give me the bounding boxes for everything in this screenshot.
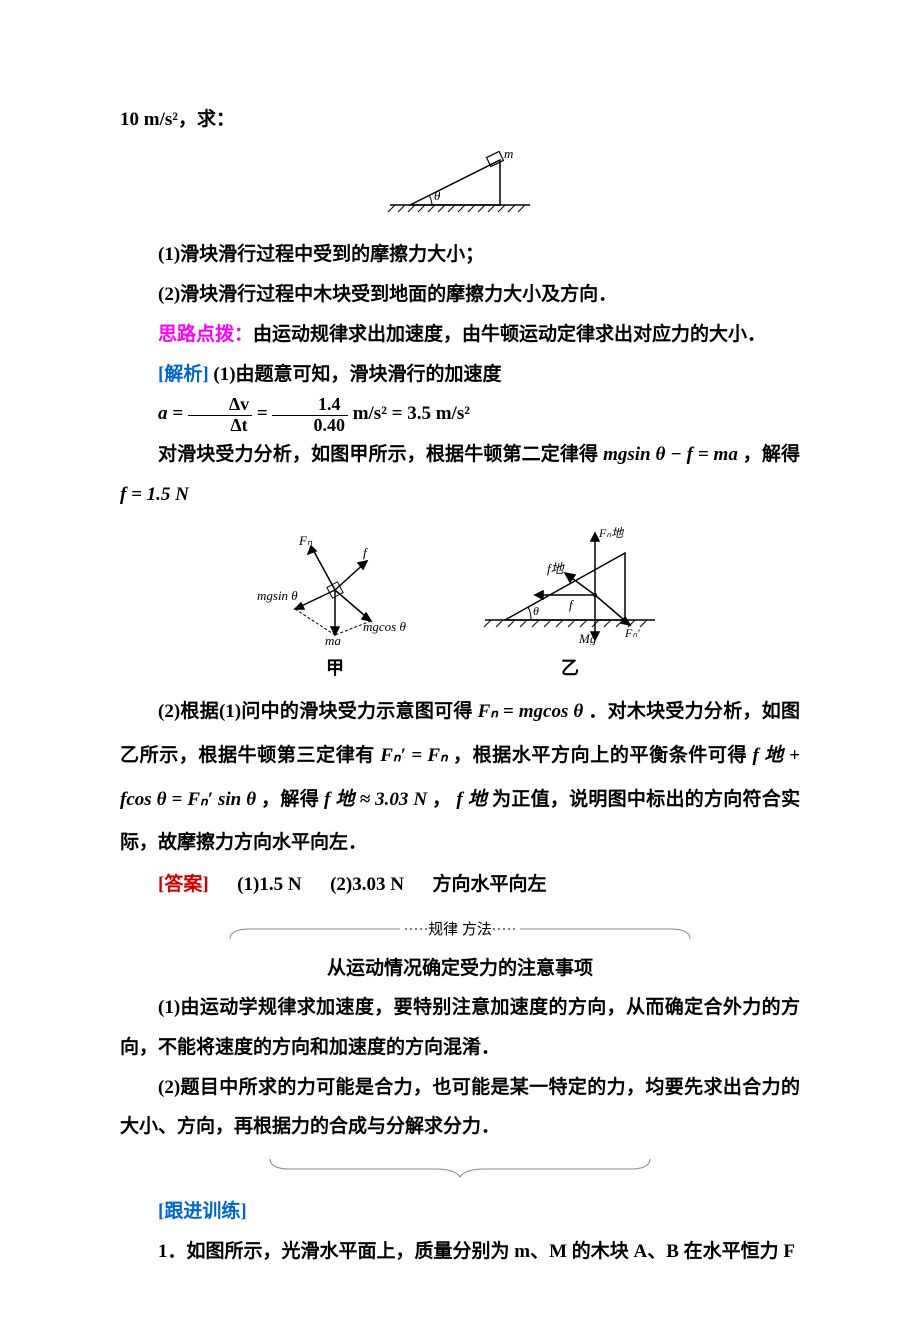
figB-FNdi: Fₙ地 <box>598 526 625 540</box>
q2-text: 滑块滑行过程中木块受到地面的摩擦力大小及方向． <box>180 284 617 305</box>
solve-label: [解析] <box>158 364 209 385</box>
eq2b: Fₙ′ = Fₙ <box>380 745 447 766</box>
rule-label: 规律 方法 <box>428 921 492 938</box>
figA-f: f <box>363 545 369 560</box>
equation-a: a = Δv Δt = 1.4 0.40 m/s² = 3.5 m/s² <box>120 394 800 435</box>
sol2e: ， <box>432 789 451 810</box>
solution-1-head: [解析] (1)由题意可知，滑块滑行的加速度 <box>120 355 800 395</box>
eq-sol1r: f = 1.5 N <box>120 484 189 505</box>
eq2d: f 地 ≈ 3.03 N <box>324 789 427 810</box>
figB-theta: θ <box>533 604 539 618</box>
ex1-text: 如图所示，光滑水平面上，质量分别为 m、M 的木块 A、B 在水平恒力 F <box>187 1241 796 1262</box>
document-page: 10 m/s²，求： θ m (1)滑块滑行过程中受到的摩擦力大小； (2)滑块… <box>0 0 920 1332</box>
question-1: (1)滑块滑行过程中受到的摩擦力大小； <box>120 235 800 275</box>
frac2-den: 0.40 <box>272 416 348 436</box>
eq-sol1: mgsin θ − f = ma <box>603 444 738 465</box>
rule-para-2: (2)题目中所求的力可能是合力，也可能是某一特定的力，均要先求出合力的大小、方向… <box>120 1068 800 1148</box>
rule1-text: 由运动学规律求加速度，要特别注意加速度的方向，从而确定合外力的方向，不能将速度的… <box>120 997 800 1058</box>
rule-header: 规律 方法 <box>120 919 800 945</box>
followup-text: [跟进训练] <box>158 1201 247 1222</box>
hint-line: 思路点拨：由运动规律求出加速度，由牛顿运动定律求出对应力的大小． <box>120 315 800 355</box>
figure-yi: Fₙ地 f地 f θ Mg Fₙ′ 乙 <box>475 525 665 680</box>
hint-label: 思路点拨： <box>158 324 253 345</box>
fig1-m: m <box>504 150 513 161</box>
figB-f: f <box>569 597 575 612</box>
fig1-theta: θ <box>434 188 441 203</box>
rule2-text: 题目中所求的力可能是合力，也可能是某一特定的力，均要先求出合力的大小、方向，再根… <box>120 1077 800 1138</box>
rule-footer <box>120 1155 800 1184</box>
figure-jia: Fₙ f mgsin θ mgcos θ mg 甲 <box>255 525 415 680</box>
figA-mgcos: mgcos θ <box>363 619 406 634</box>
solution-1-detail: 对滑块受力分析，如图甲所示，根据牛顿第二定律得 mgsin θ − f = ma… <box>120 435 800 515</box>
frac1-den: Δt <box>188 416 252 436</box>
sol1a: 对滑块受力分析，如图甲所示，根据牛顿第二定律得 <box>158 444 598 465</box>
followup-label: [跟进训练] <box>120 1192 800 1232</box>
sol2d: ，解得 <box>261 789 319 810</box>
caption-jia: 甲 <box>255 654 415 680</box>
rule1-prefix: (1) <box>158 997 180 1018</box>
rule-para-1: (1)由运动学规律求加速度，要特别注意加速度的方向，从而确定合外力的方向，不能将… <box>120 988 800 1068</box>
figB-FNp: Fₙ′ <box>624 626 640 640</box>
figure-incline-1: θ m <box>120 150 800 225</box>
caption-yi: 乙 <box>475 654 665 680</box>
rule-title: 从运动情况确定受力的注意事项 <box>120 953 800 980</box>
frac2-num: 1.4 <box>272 395 348 416</box>
ans-label: [答案] <box>158 874 209 895</box>
figure-force-diagrams: Fₙ f mgsin θ mgcos θ mg 甲 <box>120 525 800 680</box>
sol2c: ，根据水平方向上的平衡条件可得 <box>453 745 747 766</box>
sol1b: ，解得 <box>743 444 800 465</box>
figB-fdi: f地 <box>547 561 566 576</box>
eq-a-rhs: m/s² = 3.5 m/s² <box>353 403 470 424</box>
solve1-intro: (1)由题意可知，滑块滑行的加速度 <box>213 364 501 385</box>
q2-prefix: (2) <box>158 284 180 305</box>
eq-a-lhs: a = <box>158 403 183 424</box>
frac1-num: Δv <box>188 395 252 416</box>
ans3: 方向水平向左 <box>432 874 546 895</box>
exercise-1: 1．如图所示，光滑水平面上，质量分别为 m、M 的木块 A、B 在水平恒力 F <box>120 1232 800 1272</box>
eq-a-mid: = <box>257 403 268 424</box>
figA-FN: Fₙ <box>298 533 313 548</box>
rule2-prefix: (2) <box>158 1077 180 1098</box>
figB-Mg: Mg <box>578 631 597 645</box>
eq2e: f 地 <box>456 789 487 810</box>
figA-mgsin: mgsin θ <box>257 588 298 603</box>
hint-text: 由运动规律求出加速度，由牛顿运动定律求出对应力的大小． <box>253 324 766 345</box>
figA-mg: mg <box>325 633 341 645</box>
solution-2: (2)根据(1)问中的滑块受力示意图可得 Fₙ = mgcos θ ．对木块受力… <box>120 690 800 865</box>
answer-line: [答案] (1)1.5 N (2)3.03 N 方向水平向左 <box>120 865 800 905</box>
eq2a: Fₙ = mgcos θ <box>478 701 584 722</box>
question-2: (2)滑块滑行过程中木块受到地面的摩擦力大小及方向． <box>120 275 800 315</box>
q1-prefix: (1) <box>158 244 180 265</box>
ans1: (1)1.5 N <box>237 874 301 895</box>
ans2: (2)3.03 N <box>330 874 404 895</box>
ex1-prefix: 1． <box>158 1241 187 1262</box>
frac-dv-dt: Δv Δt <box>188 395 252 436</box>
intro-line: 10 m/s²，求： <box>120 100 800 140</box>
sol2a: (2)根据(1)问中的滑块受力示意图可得 <box>158 701 473 722</box>
q1-text: 滑块滑行过程中受到的摩擦力大小； <box>180 244 484 265</box>
frac-1.4-0.40: 1.4 0.40 <box>272 395 348 436</box>
